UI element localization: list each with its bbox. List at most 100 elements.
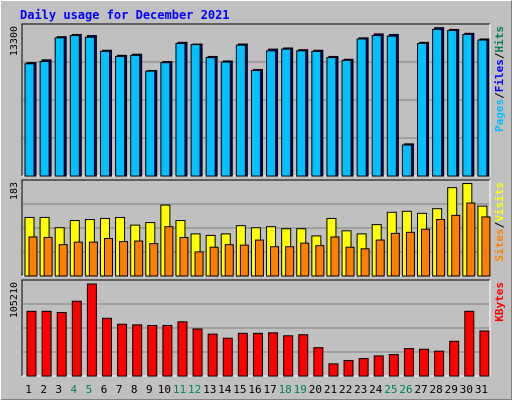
sites-bar xyxy=(390,232,400,277)
sites-bar xyxy=(28,236,38,277)
hits-panel-legend-files: Files xyxy=(493,59,506,92)
pages-bar xyxy=(341,59,352,177)
hits-panel-legend-separator: / xyxy=(493,92,506,99)
pages-bar xyxy=(160,62,171,177)
kbytes-bar xyxy=(147,324,158,377)
hits-panel-legend-separator: / xyxy=(493,52,506,59)
kbytes-panel-border-dark xyxy=(21,279,490,376)
sites-bar xyxy=(375,239,385,277)
pages-bar xyxy=(432,28,443,177)
kbytes-bar xyxy=(222,337,233,377)
x-tick-label: 29 xyxy=(445,383,458,396)
x-tick-label: 18 xyxy=(279,383,292,396)
pages-bar xyxy=(401,144,412,177)
sites-bar xyxy=(58,244,68,277)
x-tick-label: 25 xyxy=(384,383,397,396)
sites-bar xyxy=(315,245,325,277)
pages-bar xyxy=(417,42,428,177)
sites-bar xyxy=(405,231,415,277)
visits-panel-legend-visits: Visits xyxy=(493,182,506,222)
kbytes-bar xyxy=(298,334,309,377)
pages-bar xyxy=(266,50,277,177)
x-tick-label: 13 xyxy=(203,383,216,396)
pages-bar xyxy=(190,44,201,177)
pages-bar xyxy=(296,50,307,177)
kbytes-bar xyxy=(132,324,143,377)
sites-bar xyxy=(149,243,159,277)
x-tick-label: 6 xyxy=(101,383,108,396)
visits-panel-y-tick-label: 183 xyxy=(9,182,20,200)
x-tick-label: 26 xyxy=(399,383,412,396)
pages-bar xyxy=(220,61,231,177)
pages-bar xyxy=(130,54,141,177)
pages-bar xyxy=(69,35,80,177)
kbytes-bar xyxy=(358,358,369,377)
sites-bar xyxy=(239,244,249,277)
x-tick-label: 9 xyxy=(146,383,153,396)
visits-panel-legend: Sites/Visits xyxy=(493,182,506,262)
hits-panel-border-dark xyxy=(21,23,490,176)
pages-bar xyxy=(356,38,367,177)
pages-bar xyxy=(145,70,156,177)
kbytes-bar xyxy=(177,321,188,377)
sites-bar xyxy=(421,228,431,277)
sites-bar xyxy=(134,240,144,277)
kbytes-bar xyxy=(268,332,279,377)
kbytes-bar xyxy=(101,317,112,377)
x-tick-label: 15 xyxy=(233,383,246,396)
kbytes-bar xyxy=(328,363,339,377)
sites-bar xyxy=(164,226,174,277)
pages-bar xyxy=(371,35,382,177)
sites-bar xyxy=(179,236,189,277)
sites-bar xyxy=(73,241,83,277)
sites-bar xyxy=(43,236,53,277)
x-tick-label: 11 xyxy=(173,383,186,396)
kbytes-panel-legend-kbytes: KBytes xyxy=(493,282,506,322)
hits-panel-legend: Pages/Files/Hits xyxy=(493,26,506,132)
sites-bar xyxy=(119,241,129,277)
pages-bar xyxy=(386,35,397,177)
kbytes-panel-legend: KBytes xyxy=(493,282,506,322)
sites-bar xyxy=(481,216,491,277)
pages-bar xyxy=(84,36,95,177)
x-tick-label: 2 xyxy=(40,383,47,396)
pages-bar xyxy=(54,37,65,177)
kbytes-bar xyxy=(71,300,82,377)
kbytes-bar xyxy=(237,332,248,377)
chart-title: Daily usage for December 2021 xyxy=(20,8,230,22)
sites-bar xyxy=(254,239,264,277)
kbytes-bar xyxy=(434,350,445,377)
sites-bar xyxy=(300,242,310,277)
kbytes-bar xyxy=(192,328,203,377)
kbytes-panel-y-tick-label: 105210 xyxy=(9,282,20,318)
kbytes-bar xyxy=(388,354,399,377)
x-tick-label: 23 xyxy=(354,383,367,396)
x-tick-label: 1 xyxy=(25,383,32,396)
x-tick-label: 14 xyxy=(218,383,232,396)
kbytes-bar xyxy=(449,340,460,377)
kbytes-bar xyxy=(373,355,384,377)
pages-bar xyxy=(462,33,473,177)
visits-panel-border-dark xyxy=(21,179,490,276)
sites-bar xyxy=(330,236,340,277)
x-tick-label: 19 xyxy=(294,383,307,396)
x-tick-label: 30 xyxy=(460,383,473,396)
kbytes-bar xyxy=(86,283,97,377)
pages-bar xyxy=(477,39,488,177)
pages-bar xyxy=(175,42,186,177)
pages-bar xyxy=(281,48,292,177)
hits-panel-legend-pages: Pages xyxy=(493,99,506,132)
x-tick-label: 4 xyxy=(71,383,78,396)
sites-bar xyxy=(270,246,280,277)
kbytes-bar xyxy=(252,332,263,377)
sites-bar xyxy=(451,214,461,277)
pages-bar xyxy=(115,55,126,177)
pages-bar xyxy=(311,50,322,177)
kbytes-bar xyxy=(117,323,128,377)
pages-bar xyxy=(250,70,261,177)
pages-bar xyxy=(326,57,337,177)
x-tick-label: 10 xyxy=(158,383,171,396)
